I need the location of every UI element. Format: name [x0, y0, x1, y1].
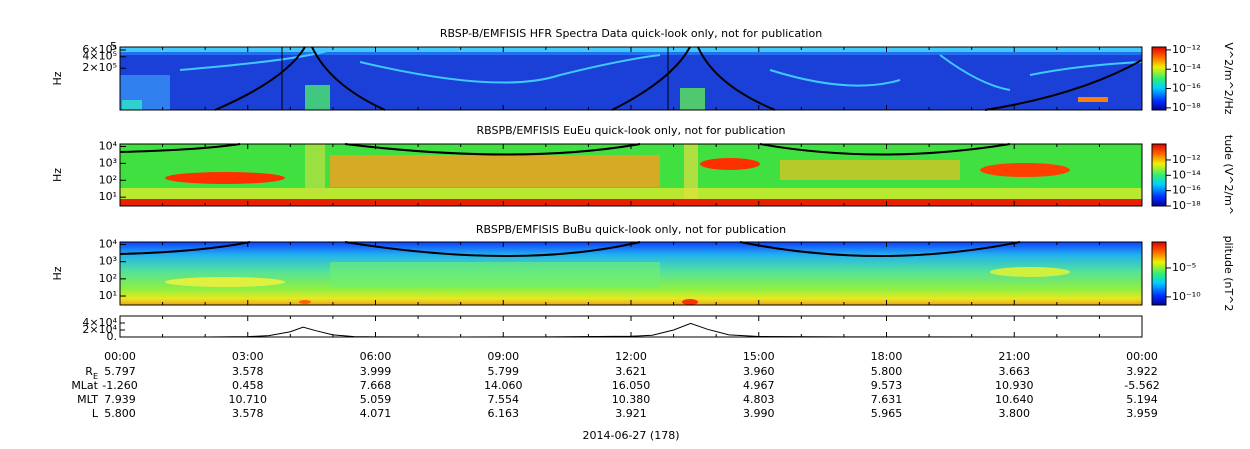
ephemeris-value: 3.990	[743, 407, 775, 420]
y-tick-label: 10³	[99, 255, 117, 268]
ephemeris-value: 5.059	[360, 393, 392, 406]
y-tick-label: 10³	[99, 156, 117, 169]
ephemeris-value: 3.922	[1126, 365, 1158, 378]
x-tick-label: 03:00	[232, 350, 264, 363]
ephemeris-label: RE	[85, 365, 98, 381]
ephemeris-label-sub: E	[93, 372, 98, 381]
colorbar-label: V^2/m^2/Hz	[1222, 42, 1235, 114]
y-tick-label: 10⁴	[99, 139, 118, 152]
x-tick-label: 21:00	[998, 350, 1030, 363]
ephemeris-value: 4.803	[743, 393, 775, 406]
ephemeris-label: MLat	[71, 379, 98, 392]
y-tick-label: 2×10⁴	[82, 323, 117, 336]
ephemeris-value: 0.458	[232, 379, 264, 392]
hfr-spectrogram	[120, 46, 1143, 111]
eu-spectrogram	[119, 143, 1142, 206]
ephemeris-value: 3.960	[743, 365, 775, 378]
ephemeris-value: 3.959	[1126, 407, 1158, 420]
bu-spectrogram	[119, 241, 1142, 305]
colorbar-tick-label: 10⁻¹²	[1172, 43, 1201, 56]
y-tick-label: 10¹	[99, 190, 117, 203]
ephemeris-label-text: L	[92, 407, 99, 420]
ephemeris-value: 5.965	[871, 407, 903, 420]
colorbar-tick-label: 10⁻¹⁶	[1172, 82, 1201, 95]
y-axis-label: Hz	[51, 266, 64, 280]
ephemeris-label-text: MLT	[77, 393, 98, 406]
ephemeris-value: 10.380	[612, 393, 651, 406]
ephemeris-value: 5.797	[104, 365, 136, 378]
y-tick-label: 10²	[99, 173, 117, 186]
panel-title: RBSPB/EMFISIS BuBu quick-look only, not …	[476, 223, 786, 236]
colorbar	[1151, 241, 1167, 306]
colorbar-label: plitude (nT^2	[1222, 236, 1235, 312]
ephemeris-label: MLT	[77, 393, 98, 406]
ephemeris-value: 3.621	[615, 365, 647, 378]
ephemeris-value: 5.800	[104, 407, 136, 420]
ephemeris-value: 4.071	[360, 407, 392, 420]
ephemeris-value: -5.562	[1124, 379, 1159, 392]
x-tick-label: 15:00	[743, 350, 775, 363]
colorbar	[1151, 143, 1167, 207]
y-tick-label: 5	[110, 40, 117, 53]
ephemeris-value: 10.930	[995, 379, 1034, 392]
ephemeris-label-text: R	[85, 365, 93, 378]
colorbar-label: tude (V^2/m^	[1222, 135, 1235, 215]
colorbar-tick-label: 10⁻¹²	[1172, 153, 1201, 166]
y-tick-label: 6×10⁵	[82, 43, 117, 56]
panel-title: RBSP-B/EMFISIS HFR Spectra Data quick-lo…	[440, 27, 822, 40]
ephemeris-value: 9.573	[871, 379, 903, 392]
x-tick-label: 00:00	[104, 350, 136, 363]
ephemeris-value: 3.578	[232, 365, 264, 378]
ephemeris-value: 10.710	[229, 393, 268, 406]
x-axis-label: 2014-06-27 (178)	[582, 429, 679, 442]
colorbar-tick-label: 10⁻¹⁸	[1172, 199, 1201, 212]
y-axis-label: Hz	[51, 168, 64, 182]
x-tick-label: 18:00	[871, 350, 903, 363]
colorbar-tick-label: 10⁻¹⁰	[1172, 290, 1201, 303]
ephemeris-value: 5.799	[488, 365, 520, 378]
colorbar	[1151, 46, 1167, 111]
ephemeris-label-text: MLat	[71, 379, 98, 392]
colorbar-tick-label: 10⁻¹⁴	[1172, 62, 1201, 75]
ephemeris-value: 3.578	[232, 407, 264, 420]
y-tick-label: 10⁴	[99, 238, 118, 251]
ephemeris-value: 5.800	[871, 365, 903, 378]
ephemeris-value: 4.967	[743, 379, 775, 392]
ephemeris-label: L	[92, 407, 99, 420]
y-tick-label: 4×10⁴	[82, 316, 117, 329]
x-tick-label: 09:00	[487, 350, 519, 363]
y-tick-label: 4×10⁵	[82, 50, 117, 63]
colorbar-tick-label: 10⁻⁵	[1172, 261, 1196, 274]
x-tick-label: 06:00	[360, 350, 392, 363]
y-tick-label: 10¹	[99, 289, 117, 302]
y-tick-label: 0.	[107, 330, 118, 343]
panel-title: RBSPB/EMFISIS EuEu quick-look only, not …	[476, 124, 785, 137]
ephemeris-value: -1.260	[102, 379, 137, 392]
ephemeris-value: 7.939	[104, 393, 136, 406]
ephemeris-value: 7.668	[360, 379, 392, 392]
ephemeris-value: 3.663	[999, 365, 1031, 378]
colorbar-tick-label: 10⁻¹⁸	[1172, 101, 1201, 114]
ephemeris-value: 6.163	[488, 407, 520, 420]
ephemeris-value: 3.800	[999, 407, 1031, 420]
ephemeris-value: 3.921	[615, 407, 647, 420]
ephemeris-value: 7.631	[871, 393, 903, 406]
colorbar-tick-label: 10⁻¹⁴	[1172, 168, 1201, 181]
y-tick-label: 2×10⁵	[82, 61, 117, 74]
y-axis-label: Hz	[51, 71, 64, 85]
colorbar-tick-label: 10⁻¹⁶	[1172, 184, 1201, 197]
y-tick-label: 10²	[99, 272, 117, 285]
ephemeris-value: 16.050	[612, 379, 651, 392]
ephemeris-value: 5.194	[1126, 393, 1158, 406]
line	[120, 322, 1015, 338]
ephemeris-value: 3.999	[360, 365, 392, 378]
ephemeris-value: 10.640	[995, 393, 1034, 406]
ephemeris-value: 14.060	[484, 379, 523, 392]
x-tick-label: 00:00	[1126, 350, 1158, 363]
ephemeris-value: 7.554	[488, 393, 520, 406]
x-tick-label: 12:00	[615, 350, 647, 363]
